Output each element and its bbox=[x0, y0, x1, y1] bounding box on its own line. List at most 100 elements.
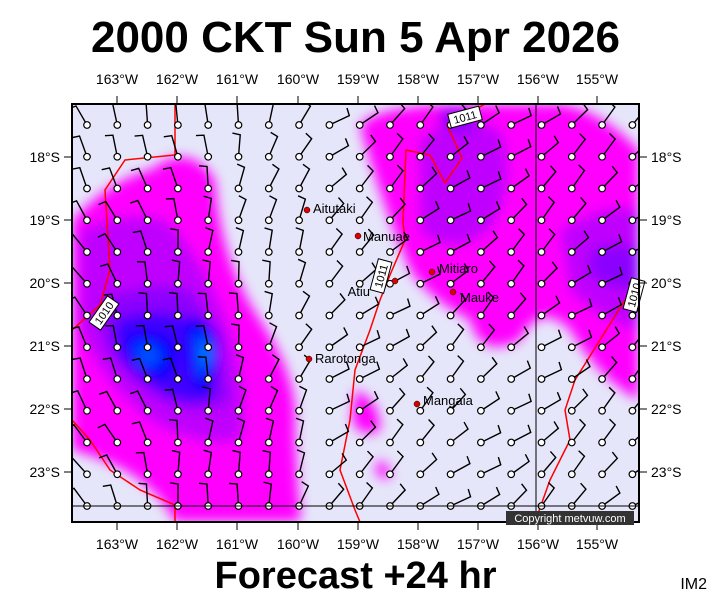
lat-label: 21°S bbox=[29, 338, 60, 354]
wind-barb bbox=[359, 390, 379, 412]
station-circle bbox=[416, 184, 425, 193]
model-label: IM2 bbox=[680, 576, 707, 593]
station-circle bbox=[113, 470, 122, 479]
station-circle bbox=[477, 121, 485, 129]
station-circle bbox=[173, 311, 182, 320]
wind-barb bbox=[162, 357, 179, 380]
wind-barb bbox=[601, 297, 623, 317]
wind-barb bbox=[104, 134, 118, 157]
lat-label: 18°S bbox=[651, 149, 682, 165]
station-circle bbox=[234, 248, 243, 256]
wind-barbs bbox=[72, 104, 639, 510]
wind-barb bbox=[419, 296, 440, 317]
wind-barb bbox=[205, 417, 214, 443]
wind-barb bbox=[571, 482, 587, 507]
lon-label: 157°W bbox=[457, 71, 500, 87]
wind-barb bbox=[236, 417, 246, 443]
station-circle bbox=[264, 248, 273, 256]
wind-barb bbox=[389, 132, 404, 158]
station-circle bbox=[204, 248, 213, 256]
wind-barb bbox=[98, 200, 118, 221]
lat-label: 22°S bbox=[29, 401, 60, 417]
wind-barb bbox=[298, 385, 308, 411]
wind-barb bbox=[419, 355, 435, 380]
wind-barb bbox=[197, 356, 209, 380]
wind-barb bbox=[480, 260, 496, 285]
lat-label: 22°S bbox=[651, 401, 682, 417]
station-circle bbox=[537, 248, 546, 256]
station-circle bbox=[507, 375, 516, 383]
wind-barb bbox=[171, 449, 181, 475]
station-circle bbox=[446, 470, 455, 479]
lat-label: 18°S bbox=[29, 149, 60, 165]
wind-barb bbox=[359, 196, 374, 221]
station-circle bbox=[295, 248, 304, 256]
station-circle bbox=[295, 375, 304, 383]
wind-barb bbox=[329, 138, 350, 158]
wind-barb bbox=[329, 107, 351, 126]
station-circle bbox=[264, 438, 273, 447]
station-circle bbox=[628, 184, 637, 193]
isobar-label: 1011 bbox=[373, 263, 391, 289]
station-circle bbox=[507, 343, 516, 352]
station-circle bbox=[598, 279, 606, 288]
wind-barb bbox=[601, 104, 616, 126]
wind-barb bbox=[328, 259, 344, 285]
wind-barb bbox=[268, 163, 280, 189]
wind-barb bbox=[450, 355, 465, 380]
station-circle bbox=[113, 406, 122, 415]
place-label: Atiu bbox=[348, 284, 370, 299]
wind-barb bbox=[268, 385, 279, 412]
station-circle bbox=[173, 375, 182, 383]
wind-barb bbox=[297, 195, 307, 221]
wind-barb bbox=[296, 449, 306, 475]
wind-barb bbox=[231, 259, 240, 284]
wind-barb bbox=[601, 233, 623, 253]
wind-barb bbox=[510, 424, 532, 444]
wind-barb bbox=[134, 134, 149, 157]
station-circle bbox=[477, 248, 485, 256]
station-circle bbox=[386, 152, 394, 161]
station-circle bbox=[355, 279, 364, 288]
wind-barb bbox=[480, 391, 501, 412]
wind-barb bbox=[359, 361, 381, 380]
wind-barb bbox=[72, 487, 88, 507]
station-circle bbox=[264, 470, 273, 479]
wind-barb bbox=[480, 356, 498, 380]
station-circle bbox=[83, 152, 91, 161]
station-circle bbox=[537, 121, 546, 129]
wind-barb bbox=[541, 329, 562, 348]
station-circle bbox=[537, 343, 546, 352]
station-circle bbox=[204, 438, 213, 447]
station-circle bbox=[295, 343, 304, 352]
wind-barb bbox=[72, 234, 88, 253]
station-circle bbox=[628, 406, 637, 415]
wind-barb bbox=[198, 482, 209, 507]
station-circle bbox=[355, 216, 364, 225]
wind-barb bbox=[571, 388, 589, 412]
station-circle bbox=[295, 216, 304, 225]
station-circle bbox=[264, 121, 273, 129]
station-circle bbox=[386, 343, 394, 352]
wind-barb bbox=[450, 292, 467, 316]
wind-barb bbox=[480, 291, 495, 316]
wind-barb bbox=[450, 323, 465, 348]
station-circle bbox=[598, 438, 606, 447]
station-circle bbox=[295, 311, 304, 320]
station-circle bbox=[234, 216, 243, 225]
station-circle bbox=[628, 248, 637, 256]
wind-barb bbox=[540, 451, 557, 475]
wind-barb bbox=[237, 385, 247, 411]
station-circle bbox=[264, 152, 273, 161]
wind-barb bbox=[510, 228, 526, 253]
station-circle bbox=[598, 216, 606, 225]
wind-barb bbox=[329, 393, 351, 412]
station-circle bbox=[204, 152, 213, 161]
wind-barb bbox=[263, 481, 273, 507]
station-circle bbox=[234, 152, 243, 161]
station-circle bbox=[204, 216, 213, 225]
wind-barb bbox=[389, 197, 407, 221]
wind-barb bbox=[571, 133, 587, 158]
station-circle bbox=[173, 216, 182, 225]
station-circle bbox=[477, 375, 485, 383]
